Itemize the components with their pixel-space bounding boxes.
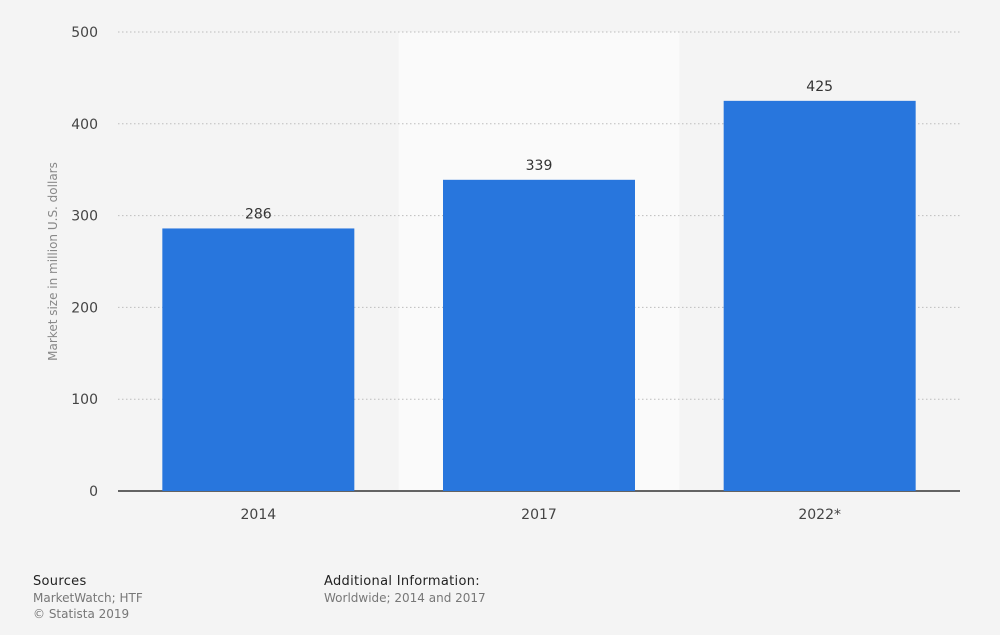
additional-info-heading: Additional Information: bbox=[324, 574, 480, 589]
y-tick-label: 100 bbox=[71, 392, 98, 408]
y-tick-label: 200 bbox=[71, 300, 98, 316]
y-tick-label: 400 bbox=[71, 117, 98, 133]
bar-chart: 0 100 200 300 400 500 Market size in million U… bbox=[46, 25, 960, 523]
additional-info-block: Additional Information: Worldwide; 2014 … bbox=[324, 574, 486, 606]
sources-block: Sources MarketWatch; HTF © Statista 2019 bbox=[33, 574, 143, 622]
y-tick-label: 300 bbox=[71, 209, 98, 225]
sources-heading: Sources bbox=[33, 574, 87, 589]
x-tick-label: 2022* bbox=[798, 507, 841, 523]
chart-area: 0 100 200 300 400 500 Market size in million U… bbox=[46, 25, 960, 523]
additional-info-line: Worldwide; 2014 and 2017 bbox=[324, 591, 486, 605]
bar-2014 bbox=[162, 228, 355, 491]
bar-2022 bbox=[723, 100, 916, 491]
copyright-line: © Statista 2019 bbox=[33, 607, 130, 621]
x-tick-label: 2014 bbox=[241, 507, 277, 523]
sources-line: MarketWatch; HTF bbox=[33, 591, 143, 605]
data-label: 425 bbox=[806, 79, 833, 95]
bar-2017 bbox=[443, 179, 635, 491]
x-tick-label: 2017 bbox=[521, 507, 557, 523]
data-label: 339 bbox=[526, 158, 553, 174]
y-tick-label: 0 bbox=[89, 484, 98, 500]
y-axis-title: Market size in million U.S. dollars bbox=[46, 162, 60, 361]
data-label: 286 bbox=[245, 206, 272, 222]
y-tick-label: 500 bbox=[71, 25, 98, 41]
